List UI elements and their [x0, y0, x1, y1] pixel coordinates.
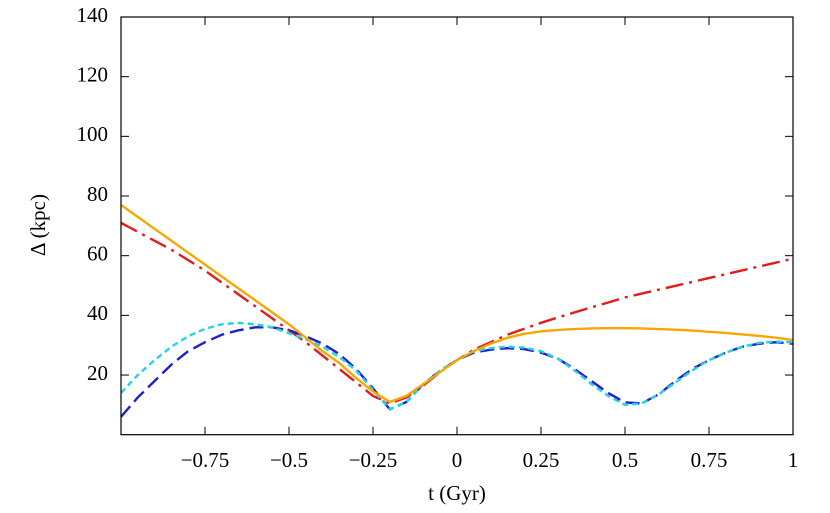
- x-tick-label: 0.75: [691, 448, 728, 472]
- plot-frame: [120, 16, 794, 436]
- x-tick-label: −0.5: [270, 448, 308, 472]
- y-tick-label: 60: [87, 241, 108, 265]
- y-tick-label: 140: [77, 3, 109, 27]
- series-line: [121, 326, 793, 418]
- x-tick-label: 0: [452, 448, 463, 472]
- y-tick-label: 100: [77, 122, 109, 146]
- series-line: [121, 203, 793, 404]
- plot-area: [121, 203, 793, 418]
- series-line: [121, 221, 793, 405]
- x-tick-label: 0.25: [523, 448, 560, 472]
- x-tick-label: 1: [788, 448, 799, 472]
- x-tick-label: 0.5: [612, 448, 638, 472]
- y-tick-label: 120: [77, 62, 109, 86]
- y-axis-label: Δ (kpc): [26, 194, 50, 256]
- x-tick-label: −0.25: [349, 448, 398, 472]
- y-tick-label: 20: [87, 361, 108, 385]
- x-tick-label: −0.75: [181, 448, 230, 472]
- x-axis-label: t (Gyr): [428, 481, 486, 505]
- y-tick-label: 40: [87, 301, 108, 325]
- y-tick-label: 80: [87, 182, 108, 206]
